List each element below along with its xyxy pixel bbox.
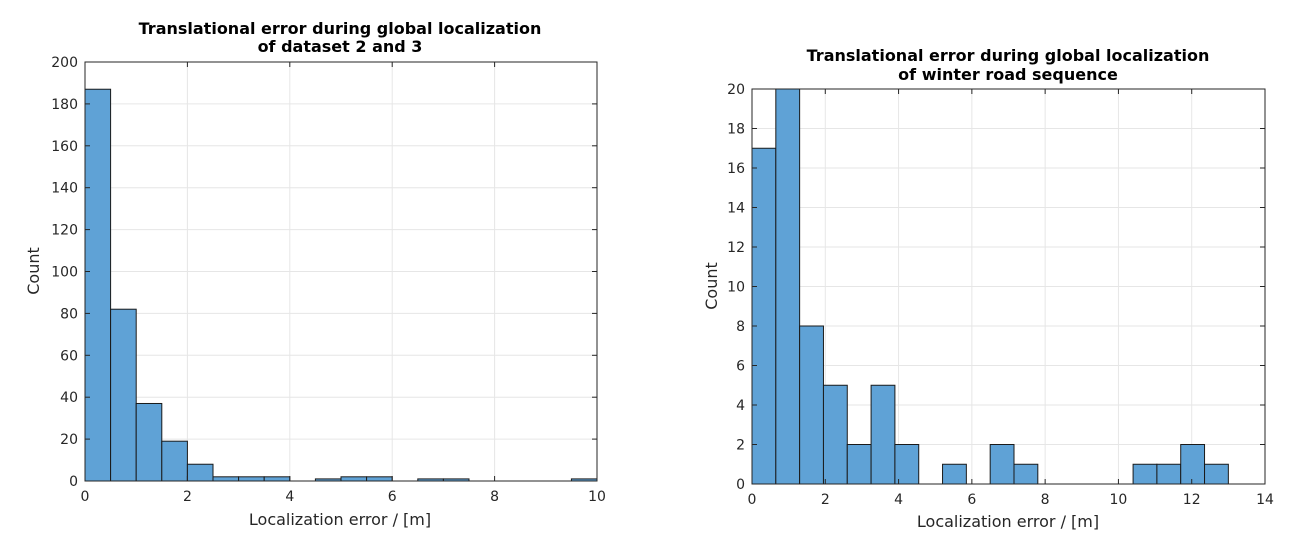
histogram-bar	[366, 476, 393, 482]
y-axis-label: Count	[702, 262, 721, 310]
histogram-bar	[894, 444, 920, 485]
y-tick-label: 16	[727, 161, 745, 177]
histogram-bar	[212, 476, 240, 482]
histogram-bar	[989, 444, 1015, 485]
y-tick-label: 8	[736, 319, 745, 335]
y-tick-label: 18	[727, 122, 745, 138]
x-tick-label: 10	[588, 489, 606, 505]
histogram-bar	[238, 476, 265, 482]
histogram-bar	[846, 444, 872, 485]
x-tick-label: 0	[748, 492, 757, 508]
histogram-bar	[263, 476, 291, 482]
y-tick-label: 12	[727, 240, 745, 256]
histogram-dataset-2-and-3: Translational error during global locali…	[24, 19, 606, 529]
x-axis-label: Localization error / [m]	[917, 512, 1099, 531]
y-tick-label: 0	[69, 474, 78, 490]
y-tick-label: 4	[736, 398, 745, 414]
y-tick-label: 160	[51, 139, 78, 155]
histogram-bar	[775, 88, 801, 485]
x-tick-label: 12	[1183, 492, 1201, 508]
y-tick-label: 60	[60, 348, 78, 364]
histogram-bar	[942, 463, 967, 485]
x-tick-label: 4	[285, 489, 294, 505]
chart-title-line-1: Translational error during global locali…	[807, 46, 1210, 65]
histogram-bar	[1132, 463, 1158, 485]
x-tick-label: 2	[821, 492, 830, 508]
chart-title-line-1: Translational error during global locali…	[139, 19, 542, 38]
y-axis-label: Count	[24, 247, 43, 295]
histogram-bar	[84, 88, 112, 482]
y-tick-label: 80	[60, 306, 78, 322]
histogram-bar	[870, 384, 896, 485]
y-tick-label: 100	[51, 265, 78, 281]
x-tick-label: 6	[388, 489, 397, 505]
y-tick-label: 120	[51, 223, 78, 239]
x-tick-label: 8	[1041, 492, 1050, 508]
y-tick-label: 180	[51, 97, 78, 113]
histogram-bar	[1013, 463, 1039, 485]
y-tick-label: 0	[736, 477, 745, 493]
histogram-bar	[1180, 444, 1206, 485]
x-tick-label: 4	[894, 492, 903, 508]
histogram-bar	[135, 402, 163, 482]
chart-title-line-2: of winter road sequence	[898, 65, 1118, 84]
histogram-bar	[161, 440, 188, 482]
histogram-bar	[751, 147, 777, 485]
histogram-bar	[822, 384, 848, 485]
histogram-bar	[186, 463, 214, 482]
y-tick-label: 6	[736, 359, 745, 375]
x-axis-label: Localization error / [m]	[249, 510, 431, 529]
y-tick-label: 40	[60, 390, 78, 406]
x-tick-label: 2	[183, 489, 192, 505]
x-tick-label: 10	[1110, 492, 1128, 508]
y-tick-label: 20	[727, 82, 745, 98]
y-tick-label: 2	[736, 438, 745, 454]
x-tick-label: 6	[967, 492, 976, 508]
histogram-bar	[1204, 463, 1229, 485]
histogram-winter-road-sequence: Translational error during global locali…	[702, 46, 1274, 531]
x-tick-label: 0	[81, 489, 90, 505]
x-tick-label: 8	[490, 489, 499, 505]
histogram-bar	[110, 308, 137, 482]
y-tick-label: 140	[51, 181, 78, 197]
histogram-bar	[340, 476, 368, 482]
histogram-bars	[84, 88, 598, 482]
y-tick-label: 14	[727, 201, 745, 217]
histogram-bar	[799, 325, 824, 485]
x-tick-label: 14	[1256, 492, 1274, 508]
y-tick-label: 10	[727, 280, 745, 296]
y-tick-label: 200	[51, 55, 78, 71]
y-tick-label: 20	[60, 432, 78, 448]
histogram-bar	[1156, 463, 1182, 485]
chart-title-line-2: of dataset 2 and 3	[258, 37, 423, 56]
